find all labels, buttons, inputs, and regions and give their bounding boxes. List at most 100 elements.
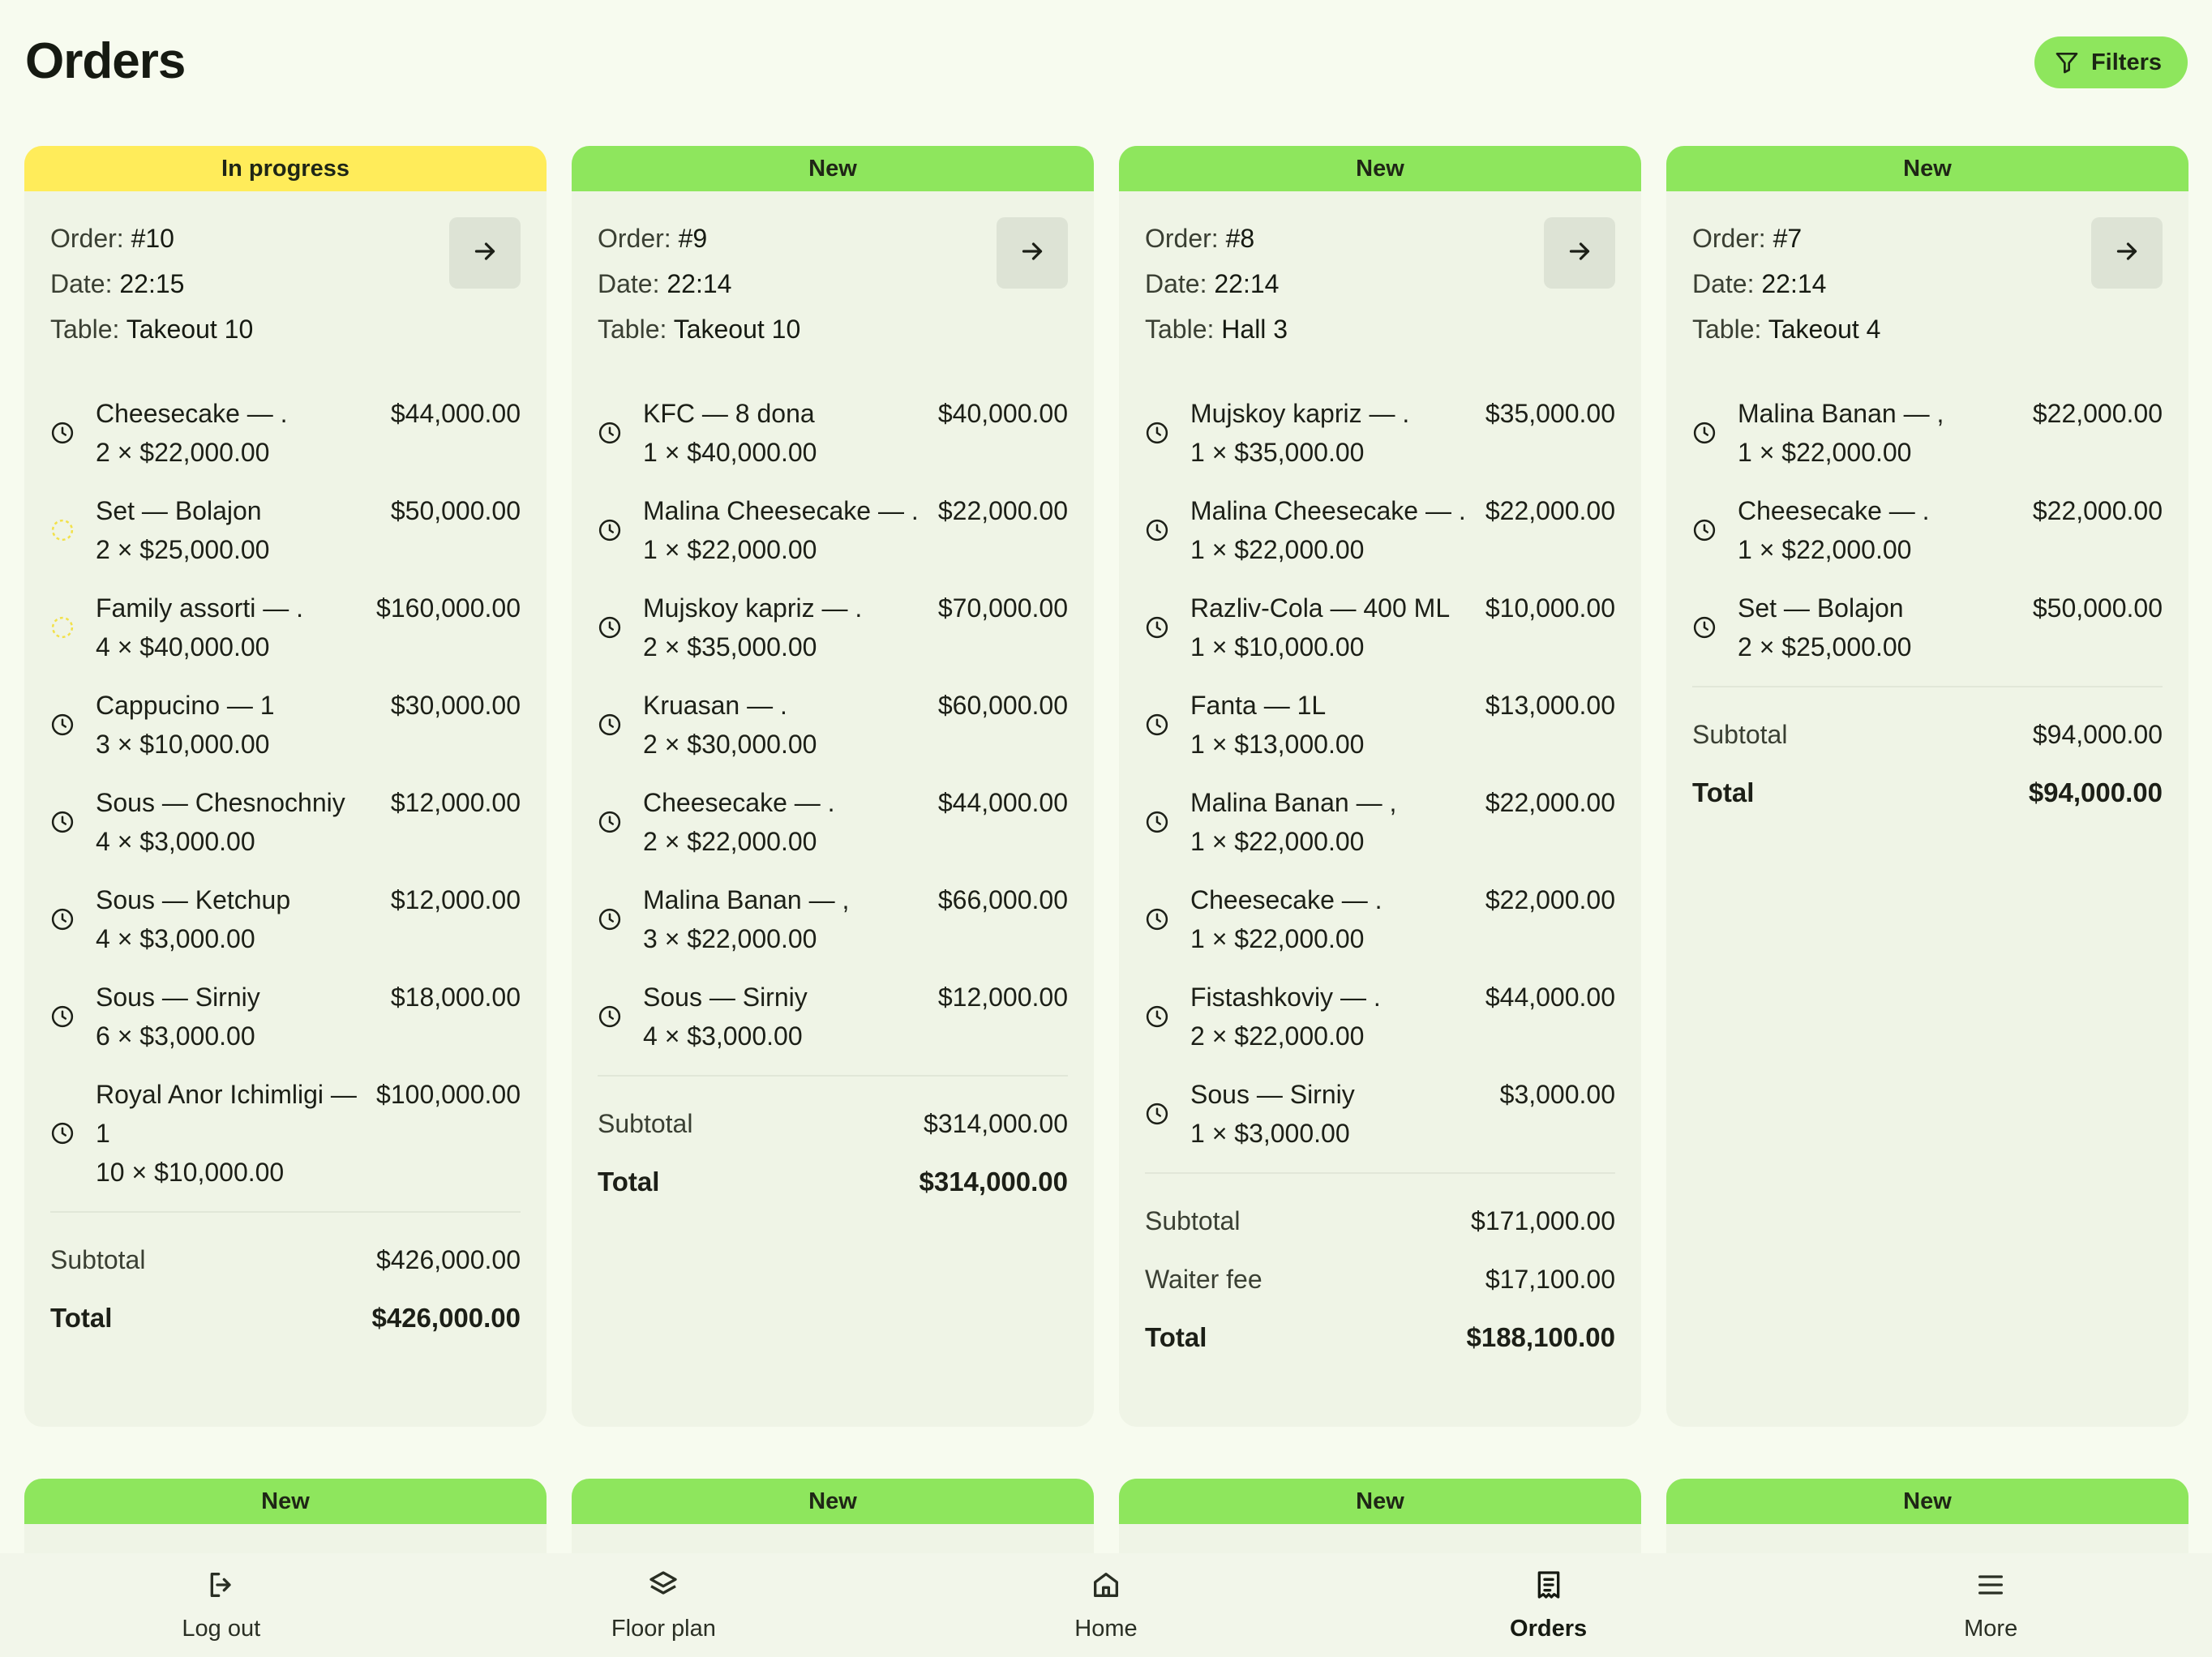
order-item[interactable]: Cheesecake — . 1 × $22,000.00 $22,000.00 [1692, 491, 2163, 569]
order-item[interactable]: Sous — Sirniy 4 × $3,000.00 $12,000.00 [598, 978, 1068, 1055]
item-details: Cheesecake — . 1 × $22,000.00 [1738, 491, 2033, 569]
item-quantity: 1 × $22,000.00 [1738, 438, 1912, 467]
item-price: $44,000.00 [1485, 983, 1615, 1012]
item-quantity: 10 × $10,000.00 [96, 1158, 285, 1187]
item-details: Mujskoy kapriz — . 2 × $35,000.00 [643, 589, 938, 666]
nav-item-more[interactable]: More [1769, 1553, 2212, 1657]
total-row-value: $94,000.00 [2028, 777, 2163, 807]
item-price: $35,000.00 [1485, 399, 1615, 428]
clock-icon [1145, 615, 1169, 640]
item-price: $30,000.00 [390, 691, 521, 720]
logout-icon [205, 1569, 238, 1608]
order-item[interactable]: Cheesecake — . 1 × $22,000.00 $22,000.00 [1145, 880, 1615, 958]
order-date-label: Date: [50, 269, 120, 298]
clock-icon [1145, 1004, 1169, 1029]
order-item[interactable]: Cappucino — 1 3 × $10,000.00 $30,000.00 [50, 686, 521, 764]
item-details: Malina Banan — , 1 × $22,000.00 [1738, 394, 2033, 472]
waiter-fee-row-value: $17,100.00 [1485, 1265, 1615, 1294]
status-badge: New [1666, 146, 2188, 191]
item-details: Sous — Sirniy 1 × $3,000.00 [1190, 1075, 1500, 1153]
total-row-label: Total [50, 1303, 113, 1333]
order-item[interactable]: Malina Cheesecake — . 1 × $22,000.00 $22,0… [1145, 491, 1615, 569]
order-item[interactable]: Mujskoy kapriz — . 2 × $35,000.00 $70,000.… [598, 589, 1068, 666]
order-item[interactable]: Mujskoy kapriz — . 1 × $35,000.00 $35,000.… [1145, 394, 1615, 472]
total-row: Total $314,000.00 [598, 1153, 1068, 1211]
order-date-label: Date: [598, 269, 667, 298]
order-item[interactable]: Malina Cheesecake — . 1 × $22,000.00 $22,0… [598, 491, 1068, 569]
order-item[interactable]: Razliv-Cola — 400 ML 1 × $10,000.00 $10,00… [1145, 589, 1615, 666]
item-price: $3,000.00 [1499, 1080, 1615, 1109]
total-row-value: $426,000.00 [371, 1303, 521, 1333]
item-details: Royal Anor Ichimligi — 1 10 × $10,000.00 [96, 1075, 376, 1192]
order-card: New [1119, 1479, 1641, 1576]
clock-icon [50, 907, 75, 931]
order-item[interactable]: Cheesecake — . 2 × $22,000.00 $44,000.00 [598, 783, 1068, 861]
subtotal-row: Subtotal $171,000.00 [1145, 1192, 1615, 1250]
order-date-value: 22:14 [1214, 269, 1280, 298]
order-item[interactable]: Kruasan — . 2 × $30,000.00 $60,000.00 [598, 686, 1068, 764]
item-details: Sous — Sirniy 6 × $3,000.00 [96, 978, 391, 1055]
subtotal-row-value: $314,000.00 [924, 1109, 1068, 1138]
item-details: Set — Bolajon 2 × $25,000.00 [1738, 589, 2033, 666]
order-item[interactable]: Malina Banan — , 1 × $22,000.00 $22,000.00 [1692, 394, 2163, 472]
order-item[interactable]: Set — Bolajon 2 × $25,000.00 $50,000.00 [50, 491, 521, 569]
arrow-right-icon [1565, 237, 1594, 270]
open-order-button[interactable] [2091, 217, 2163, 289]
subtotal-row-label: Subtotal [50, 1245, 146, 1274]
order-item[interactable]: Malina Banan — , 3 × $22,000.00 $66,000.00 [598, 880, 1068, 958]
nav-item-orders[interactable]: Orders [1327, 1553, 1770, 1657]
item-name: Royal Anor Ichimligi — 1 [96, 1080, 357, 1148]
clock-icon [1145, 1102, 1169, 1126]
nav-label: Home [1074, 1615, 1138, 1642]
nav-item-floor-plan[interactable]: Floor plan [443, 1553, 885, 1657]
item-name: Malina Banan — , [1738, 399, 1944, 428]
order-item[interactable]: Fistashkoviy — . 2 × $22,000.00 $44,000.00 [1145, 978, 1615, 1055]
status-badge: New [572, 146, 1094, 191]
order-item[interactable]: Malina Banan — , 1 × $22,000.00 $22,000.00 [1145, 783, 1615, 861]
order-item[interactable]: Royal Anor Ichimligi — 1 10 × $10,000.00 $… [50, 1075, 521, 1192]
open-order-button[interactable] [1544, 217, 1615, 289]
order-item[interactable]: Sous — Sirniy 6 × $3,000.00 $18,000.00 [50, 978, 521, 1055]
order-date-label: Date: [1692, 269, 1762, 298]
total-row-label: Total [598, 1167, 660, 1197]
item-name: Malina Banan — , [643, 885, 850, 914]
order-date: Date: 22:14 [1145, 261, 1615, 306]
item-price: $12,000.00 [390, 788, 521, 817]
order-item[interactable]: Cheesecake — . 2 × $22,000.00 $44,000.00 [50, 394, 521, 472]
item-name: Sous — Sirniy [643, 983, 808, 1012]
item-price: $13,000.00 [1485, 691, 1615, 720]
item-details: Malina Banan — , 3 × $22,000.00 [643, 880, 938, 958]
order-item[interactable]: Sous — Ketchup 4 × $3,000.00 $12,000.00 [50, 880, 521, 958]
order-item[interactable]: Set — Bolajon 2 × $25,000.00 $50,000.00 [1692, 589, 2163, 666]
order-item[interactable]: Sous — Chesnochniy 4 × $3,000.00 $12,000.0… [50, 783, 521, 861]
order-date-label: Date: [1145, 269, 1215, 298]
subtotal-row: Subtotal $426,000.00 [50, 1231, 521, 1289]
order-item[interactable]: Family assorti — . 4 × $40,000.00 $160,000… [50, 589, 521, 666]
waiter-fee-row: Waiter fee $17,100.00 [1145, 1250, 1615, 1308]
order-item[interactable]: KFC — 8 dona 1 × $40,000.00 $40,000.00 [598, 394, 1068, 472]
open-order-button[interactable] [449, 217, 521, 289]
item-quantity: 1 × $22,000.00 [643, 535, 817, 564]
item-quantity: 2 × $22,000.00 [1190, 1021, 1365, 1051]
subtotal-row-value: $426,000.00 [376, 1245, 521, 1274]
open-order-button[interactable] [997, 217, 1068, 289]
menu-icon [1974, 1569, 2007, 1608]
item-price: $50,000.00 [390, 496, 521, 525]
item-details: Mujskoy kapriz — . 1 × $35,000.00 [1190, 394, 1485, 472]
item-price: $70,000.00 [937, 593, 1068, 623]
filters-button[interactable]: Filters [2034, 36, 2188, 88]
item-price: $18,000.00 [390, 983, 521, 1012]
order-number-value: #9 [678, 224, 708, 253]
subtotal-row-label: Subtotal [1145, 1206, 1241, 1235]
nav-label: Floor plan [611, 1615, 716, 1642]
nav-item-home[interactable]: Home [885, 1553, 1327, 1657]
nav-item-log-out[interactable]: Log out [0, 1553, 443, 1657]
clock-icon [598, 615, 622, 640]
loading-icon [50, 518, 75, 542]
item-quantity: 3 × $22,000.00 [643, 924, 817, 953]
order-body: Order: #9 Date: 22:14 Table: Takeout 10 KFC… [572, 191, 1094, 1211]
waiter-fee-row-label: Waiter fee [1145, 1265, 1262, 1294]
order-item[interactable]: Fanta — 1L 1 × $13,000.00 $13,000.00 [1145, 686, 1615, 764]
order-item[interactable]: Sous — Sirniy 1 × $3,000.00 $3,000.00 [1145, 1075, 1615, 1153]
